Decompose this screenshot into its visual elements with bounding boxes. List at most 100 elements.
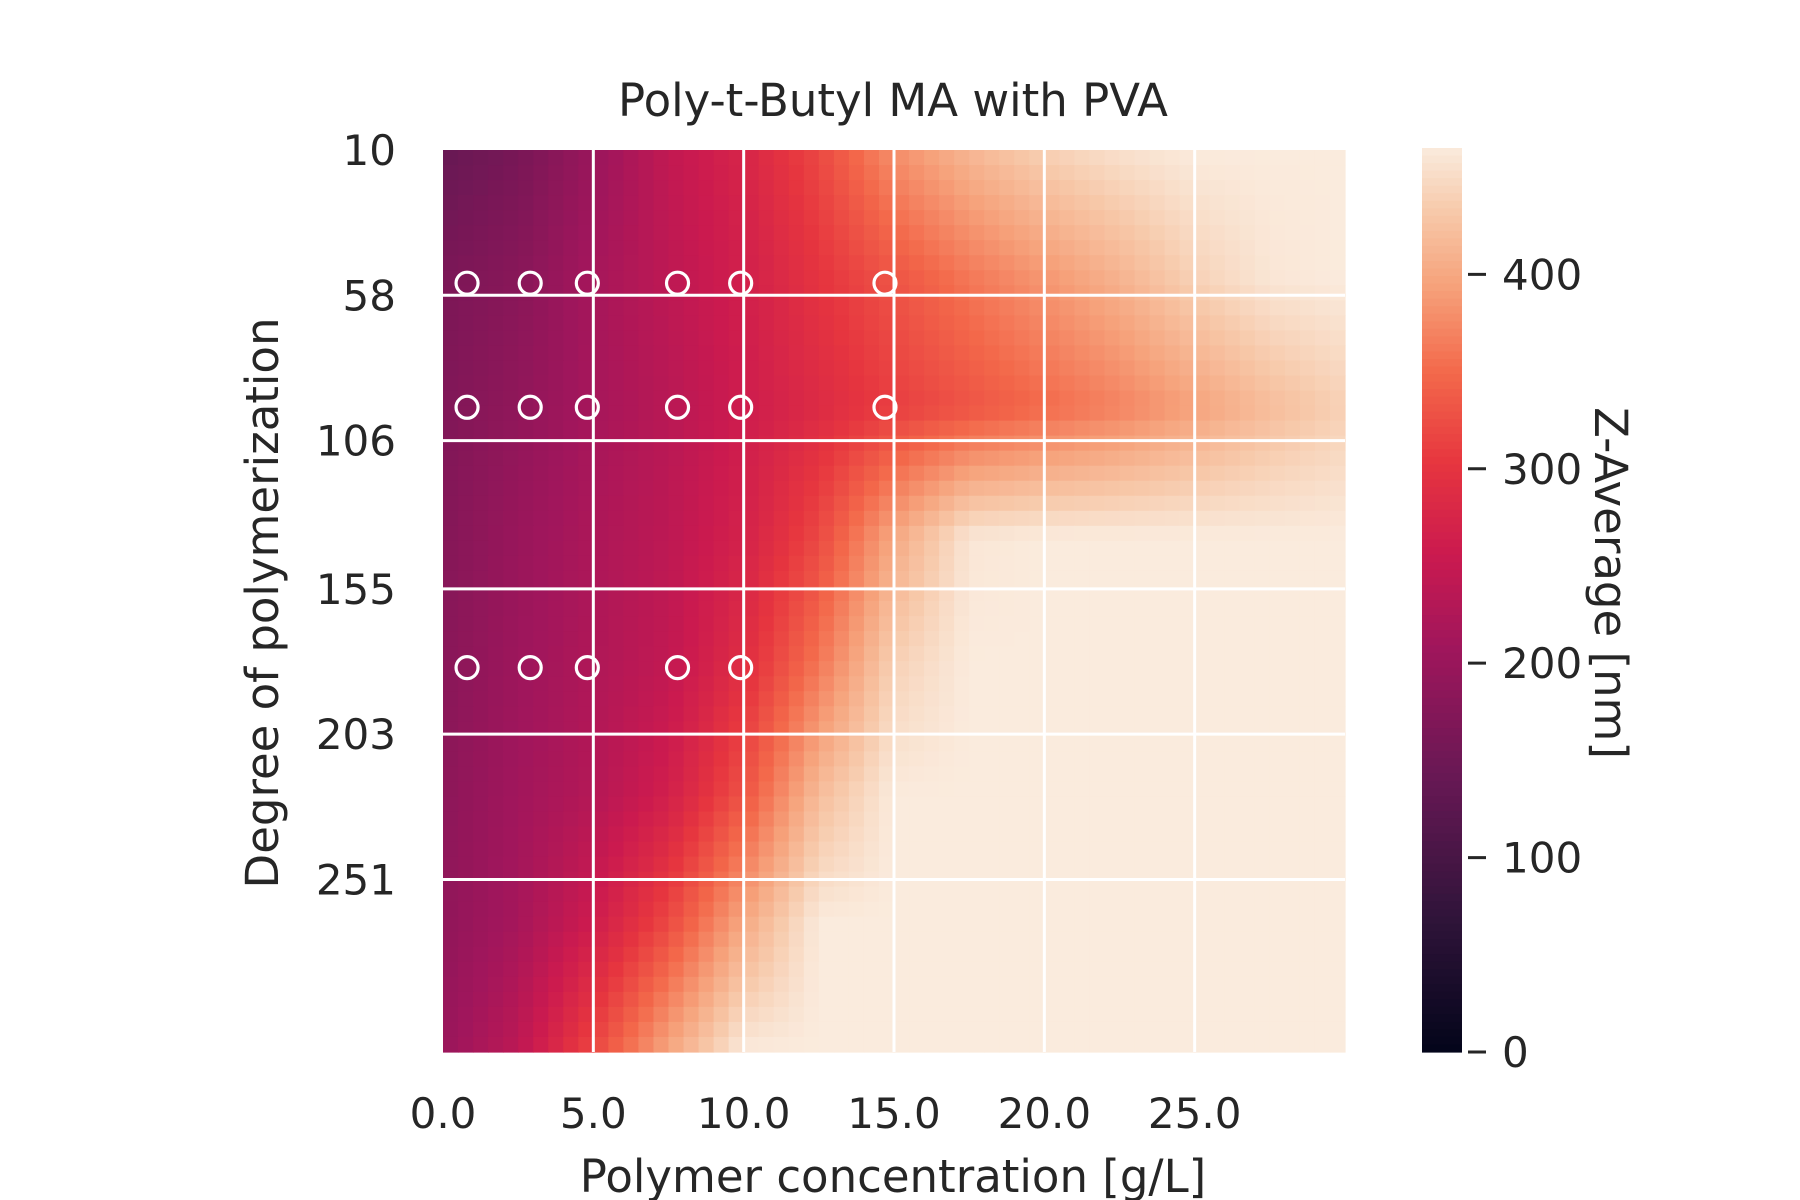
colorbar-segment [1422,991,1462,1000]
heatmap-cell [1269,1006,1286,1023]
heatmap-cell [788,706,805,722]
heatmap-cell [1269,345,1286,362]
heatmap-cell [743,375,760,392]
heatmap-cell [848,646,865,662]
heatmap-cell [1134,886,1151,903]
heatmap-cell [608,390,624,407]
heatmap-cell [818,210,835,226]
heatmap-cell [653,210,670,226]
heatmap-cell [668,886,685,903]
heatmap-cell [1029,976,1045,993]
colorbar-segment [1422,200,1462,209]
heatmap-cell [593,601,609,617]
heatmap-cell [909,736,925,752]
heatmap-cell [878,525,895,542]
heatmap-cell [728,601,745,617]
heatmap-cell [863,661,880,677]
heatmap-cell [668,676,685,692]
heatmap-cell [1089,435,1106,452]
heatmap-cell [668,495,685,512]
heatmap-cell [443,766,459,782]
heatmap-cell [1284,435,1301,452]
heatmap-cell [683,225,700,241]
heatmap-cell [894,360,910,377]
heatmap-cell [848,300,865,316]
heatmap-cell [698,315,715,331]
heatmap-cell [1179,555,1196,572]
colorbar-segment [1422,645,1462,654]
heatmap-cell [1299,510,1316,527]
heatmap-cell [1299,901,1316,918]
heatmap-cell [999,841,1015,858]
heatmap-cell [623,225,640,241]
heatmap-cell [758,751,775,767]
heatmap-cell [773,796,790,813]
heatmap-cell [939,255,955,271]
heatmap-cell [894,1021,910,1038]
heatmap-cell [999,270,1015,286]
heatmap-cell [473,1036,489,1053]
heatmap-cell [503,796,519,813]
heatmap-cell [788,601,805,617]
heatmap-cell [1074,841,1091,858]
heatmap-cell [1239,961,1256,978]
heatmap-cell [638,255,655,271]
heatmap-cell [638,450,655,467]
heatmap-cell [728,300,745,316]
heatmap-cell [1164,946,1181,963]
heatmap-cell [1119,180,1136,196]
heatmap-cell [803,1006,820,1023]
heatmap-cell [818,555,835,572]
heatmap-cell [954,330,970,347]
heatmap-cell [593,300,609,316]
heatmap-cell [623,525,640,542]
heatmap-cell [563,886,579,903]
heatmap-cell [788,465,805,482]
heatmap-cell [623,345,640,362]
heatmap-cell [728,916,745,933]
x-axis-label: Polymer concentration [g/L] [580,1150,1206,1200]
heatmap-cell [653,180,670,196]
heatmap-cell [518,961,534,978]
heatmap-cell [1284,856,1301,873]
heatmap-cell [1044,420,1060,437]
heatmap-cell [1119,300,1136,316]
heatmap-cell [758,616,775,632]
heatmap-cell [1014,991,1030,1008]
heatmap-cell [683,525,700,542]
heatmap-cell [863,736,880,752]
heatmap-cell [818,540,835,557]
heatmap-cell [443,676,459,692]
heatmap-cell [578,240,594,256]
heatmap-cell [878,1006,895,1023]
heatmap-cell [1254,465,1271,482]
heatmap-cell [939,901,955,918]
heatmap-cell [668,691,685,707]
heatmap-cell [1104,616,1121,632]
heatmap-cell [473,210,489,226]
heatmap-cell [1134,570,1151,587]
heatmap-cell [939,495,955,512]
heatmap-cell [1299,540,1316,557]
heatmap-cell [1014,390,1030,407]
heatmap-cell [894,946,910,963]
heatmap-cell [548,796,564,813]
heatmap-cell [638,315,655,331]
heatmap-cell [1254,601,1271,617]
heatmap-cell [458,631,474,647]
heatmap-cell [1059,976,1075,993]
heatmap-cell [1014,165,1030,181]
heatmap-cell [1149,826,1166,843]
heatmap-cell [533,991,549,1008]
heatmap-cell [653,826,670,843]
colorbar-segment [1422,795,1462,804]
heatmap-cell [1044,150,1060,166]
heatmap-cell [894,390,910,407]
heatmap-cell [623,946,640,963]
heatmap-cell [1239,480,1256,497]
heatmap-cell [1134,841,1151,858]
heatmap-cell [758,886,775,903]
heatmap-cell [638,240,655,256]
heatmap-cell [503,1021,519,1038]
colorbar-segment [1422,509,1462,518]
